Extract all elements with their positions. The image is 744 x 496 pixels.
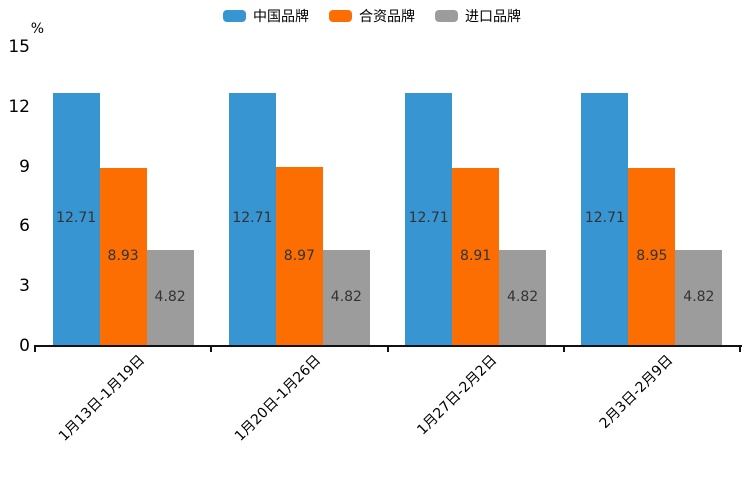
bar-value-label: 8.97 [283,247,315,264]
bar-value-label: 4.82 [683,288,715,305]
legend-label: 合资品牌 [359,9,415,25]
bar-series-2-cat-1 [322,249,370,346]
legend-label: 进口品牌 [465,9,521,25]
legend-swatch-icon [223,10,246,22]
legend: 中国品牌 合资品牌 进口品牌 [0,6,744,26]
bar-value-label: 12.71 [584,210,625,227]
x-category-label: 1月20日-1月26日 [231,352,324,445]
x-category-label: 1月13日-1月19日 [55,352,148,445]
y-tick-label: 0 [19,336,30,356]
bar-series-1-cat-2 [452,168,500,346]
x-axis-tick [562,345,565,352]
legend-item-0[interactable]: 中国品牌 [223,6,309,26]
legend-swatch-icon [435,10,458,22]
y-tick-label: 12 [8,96,30,117]
x-axis-line [35,345,742,347]
legend-item-2[interactable]: 进口品牌 [435,6,521,26]
bar-value-label: 12.71 [56,210,97,227]
bar-series-2-cat-3 [675,249,723,346]
bar-series-0-cat-3 [581,92,629,346]
x-axis-tick [739,345,741,352]
bar-series-1-cat-1 [275,167,323,346]
bar-value-label: 8.91 [460,248,492,265]
x-axis-tick [210,345,213,352]
legend-swatch-icon [329,10,352,22]
bar-series-1-cat-0 [99,167,147,346]
x-category-label: 2月3日-2月9日 [596,352,677,432]
x-category-label: 1月27日-2月2日 [414,352,501,439]
bar-series-2-cat-2 [499,249,547,346]
bar-value-label: 12.71 [232,210,273,227]
bar-series-0-cat-2 [405,92,453,346]
bar-value-label: 4.82 [154,288,186,305]
y-tick-label: 3 [19,276,30,297]
y-axis-unit-label: % [30,21,44,37]
bar-series-2-cat-0 [146,249,194,346]
y-tick-label: 15 [8,37,30,57]
x-axis-tick [34,345,36,352]
legend-label: 中国品牌 [253,9,309,25]
y-tick-label: 9 [19,156,30,177]
bar-value-label: 4.82 [507,288,539,305]
y-tick-label: 6 [19,216,30,237]
bar-value-label: 8.93 [107,247,139,264]
bar-series-1-cat-3 [628,167,676,346]
bar-series-0-cat-1 [228,92,276,346]
bar-value-label: 12.71 [408,210,449,227]
bar-value-label: 8.95 [636,247,668,264]
x-axis-tick [386,345,389,352]
bar-value-label: 4.82 [330,288,362,305]
legend-item-1[interactable]: 合资品牌 [329,6,415,26]
bar-series-0-cat-0 [52,92,100,346]
